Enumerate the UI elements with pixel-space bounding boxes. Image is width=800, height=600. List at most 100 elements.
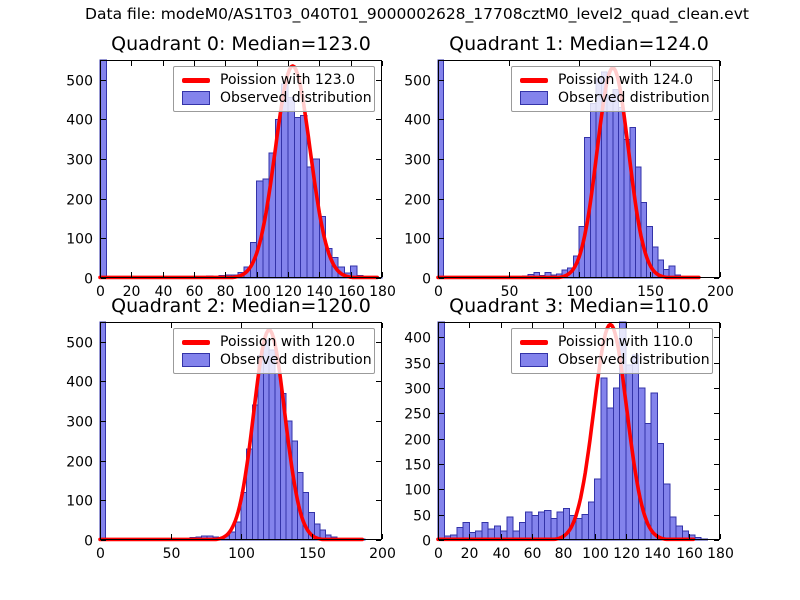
x-tick-label: 0	[96, 284, 105, 300]
tick-marks	[438, 61, 721, 279]
x-tick-label: 180	[707, 546, 734, 562]
observed-patch-swatch	[182, 353, 210, 367]
x-tick-label: 50	[163, 546, 181, 562]
legend-label-poisson: Poission with 124.0	[558, 72, 693, 88]
legend-label-observed: Observed distribution	[558, 352, 710, 368]
legend-label-poisson: Poission with 110.0	[558, 334, 693, 350]
subplot-title-quadrant-2: Quadrant 2: Median=120.0	[111, 295, 371, 317]
x-tick-label: 0	[434, 284, 443, 300]
histogram-bar	[550, 518, 558, 541]
histogram-bar	[617, 107, 625, 279]
x-tick-label: 200	[707, 284, 734, 300]
x-tick-label: 40	[155, 284, 173, 300]
x-tick-label: 100	[566, 284, 593, 300]
x-tick-label: 40	[493, 546, 511, 562]
histogram-bar	[268, 349, 276, 541]
x-tick-label: 20	[461, 546, 479, 562]
legend-row-observed: Observed distribution	[182, 89, 372, 107]
y-tick-label: 300	[404, 382, 431, 398]
y-tick-label: 100	[66, 494, 93, 510]
histogram-bar	[612, 89, 619, 279]
y-tick-label: 400	[404, 113, 431, 129]
histogram-bar	[234, 521, 242, 541]
tick-marks	[438, 323, 721, 541]
y-tick-label: 150	[404, 458, 431, 474]
histogram-bar	[594, 478, 602, 541]
legend-label-observed: Observed distribution	[558, 90, 710, 106]
axes-spines	[438, 60, 720, 278]
subplot-quadrant-2: 0 50 100 150 200 0 100 200 300 400 500	[66, 321, 396, 562]
legend-quadrant-0: Poission with 123.0 Observed distributio…	[173, 66, 375, 112]
histogram-bar	[518, 521, 527, 541]
x-tick-label: 50	[501, 284, 519, 300]
x-tick-label: 60	[186, 284, 204, 300]
observed-patch-swatch	[182, 91, 210, 105]
x-tick-label: 150	[299, 546, 326, 562]
figure-title: Data file: modeM0/AS1T03_040T01_90000026…	[85, 5, 749, 23]
poisson-line-swatch	[520, 339, 548, 345]
legend-row-poisson: Poission with 120.0	[182, 333, 366, 351]
y-tick-label: 400	[66, 375, 93, 391]
histogram-bar	[306, 166, 314, 279]
legend-row-poisson: Poission with 110.0	[520, 333, 704, 351]
legend-row-poisson: Poission with 123.0	[182, 71, 366, 89]
x-tick-label: 100	[244, 284, 271, 300]
y-tick-label: 200	[66, 193, 93, 209]
x-tick-label: 80	[555, 546, 573, 562]
tick-labels: 0 50 100 150 200 0 100 200 300 400 500	[404, 74, 734, 301]
y-tick-label: 200	[404, 433, 431, 449]
y-tick-label: 50	[413, 509, 431, 525]
y-tick-label: 0	[84, 534, 93, 550]
histogram-bar	[612, 387, 621, 541]
y-tick-label: 100	[404, 232, 431, 248]
y-tick-label: 400	[404, 331, 431, 347]
histogram-bar	[600, 377, 608, 541]
legend-quadrant-1: Poission with 124.0 Observed distributio…	[511, 66, 713, 112]
x-tick-label: 200	[369, 546, 396, 562]
axes-spines	[438, 322, 720, 540]
legend-label-observed: Observed distribution	[220, 352, 372, 368]
histogram-bar	[506, 516, 514, 541]
observed-patch-swatch	[520, 91, 548, 105]
poisson-line-swatch	[182, 339, 210, 345]
histogram-bar	[481, 521, 489, 541]
legend-row-poisson: Poission with 124.0	[520, 71, 704, 89]
subplot-quadrant-3: 0 20 40 60 80 100 120 140 160 1800501001502002503…	[404, 321, 734, 563]
x-tick-label: 150	[637, 284, 664, 300]
legend-quadrant-3: Poission with 110.0 Observed distributio…	[511, 328, 713, 374]
y-tick-label: 0	[422, 534, 431, 550]
y-tick-label: 0	[422, 272, 431, 288]
x-tick-label: 180	[369, 284, 396, 300]
y-tick-label: 200	[404, 193, 431, 209]
histogram-bar	[650, 392, 658, 541]
histogram-bar	[663, 483, 671, 541]
subplot-title-quadrant-3: Quadrant 3: Median=110.0	[449, 295, 709, 317]
subplot-title-quadrant-0: Quadrant 0: Median=123.0	[111, 33, 371, 55]
histogram-bar	[462, 521, 470, 541]
y-tick-label: 300	[404, 153, 431, 169]
histogram-bar	[575, 518, 583, 541]
y-tick-label: 100	[66, 232, 93, 248]
x-tick-label: 60	[524, 546, 542, 562]
y-tick-label: 300	[66, 153, 93, 169]
legend-label-poisson: Poission with 120.0	[220, 334, 355, 350]
poisson-line-swatch	[520, 77, 548, 83]
y-tick-label: 500	[404, 74, 431, 90]
histogram-bar	[587, 501, 596, 541]
x-tick-label: 140	[306, 284, 333, 300]
tick-labels: 0 20 40 60 80 100 120 140 160 1800501001502002503…	[404, 331, 734, 563]
y-tick-label: 300	[66, 415, 93, 431]
subplot-title-quadrant-1: Quadrant 1: Median=124.0	[449, 33, 709, 55]
y-tick-label: 350	[404, 357, 431, 373]
histogram-bar	[293, 116, 302, 279]
x-tick-label: 140	[644, 546, 671, 562]
histogram-bar	[281, 83, 289, 279]
poisson-line-swatch	[182, 77, 210, 83]
histogram-bar	[537, 511, 546, 541]
x-tick-label: 100	[582, 546, 609, 562]
x-tick-label: 120	[275, 284, 302, 300]
